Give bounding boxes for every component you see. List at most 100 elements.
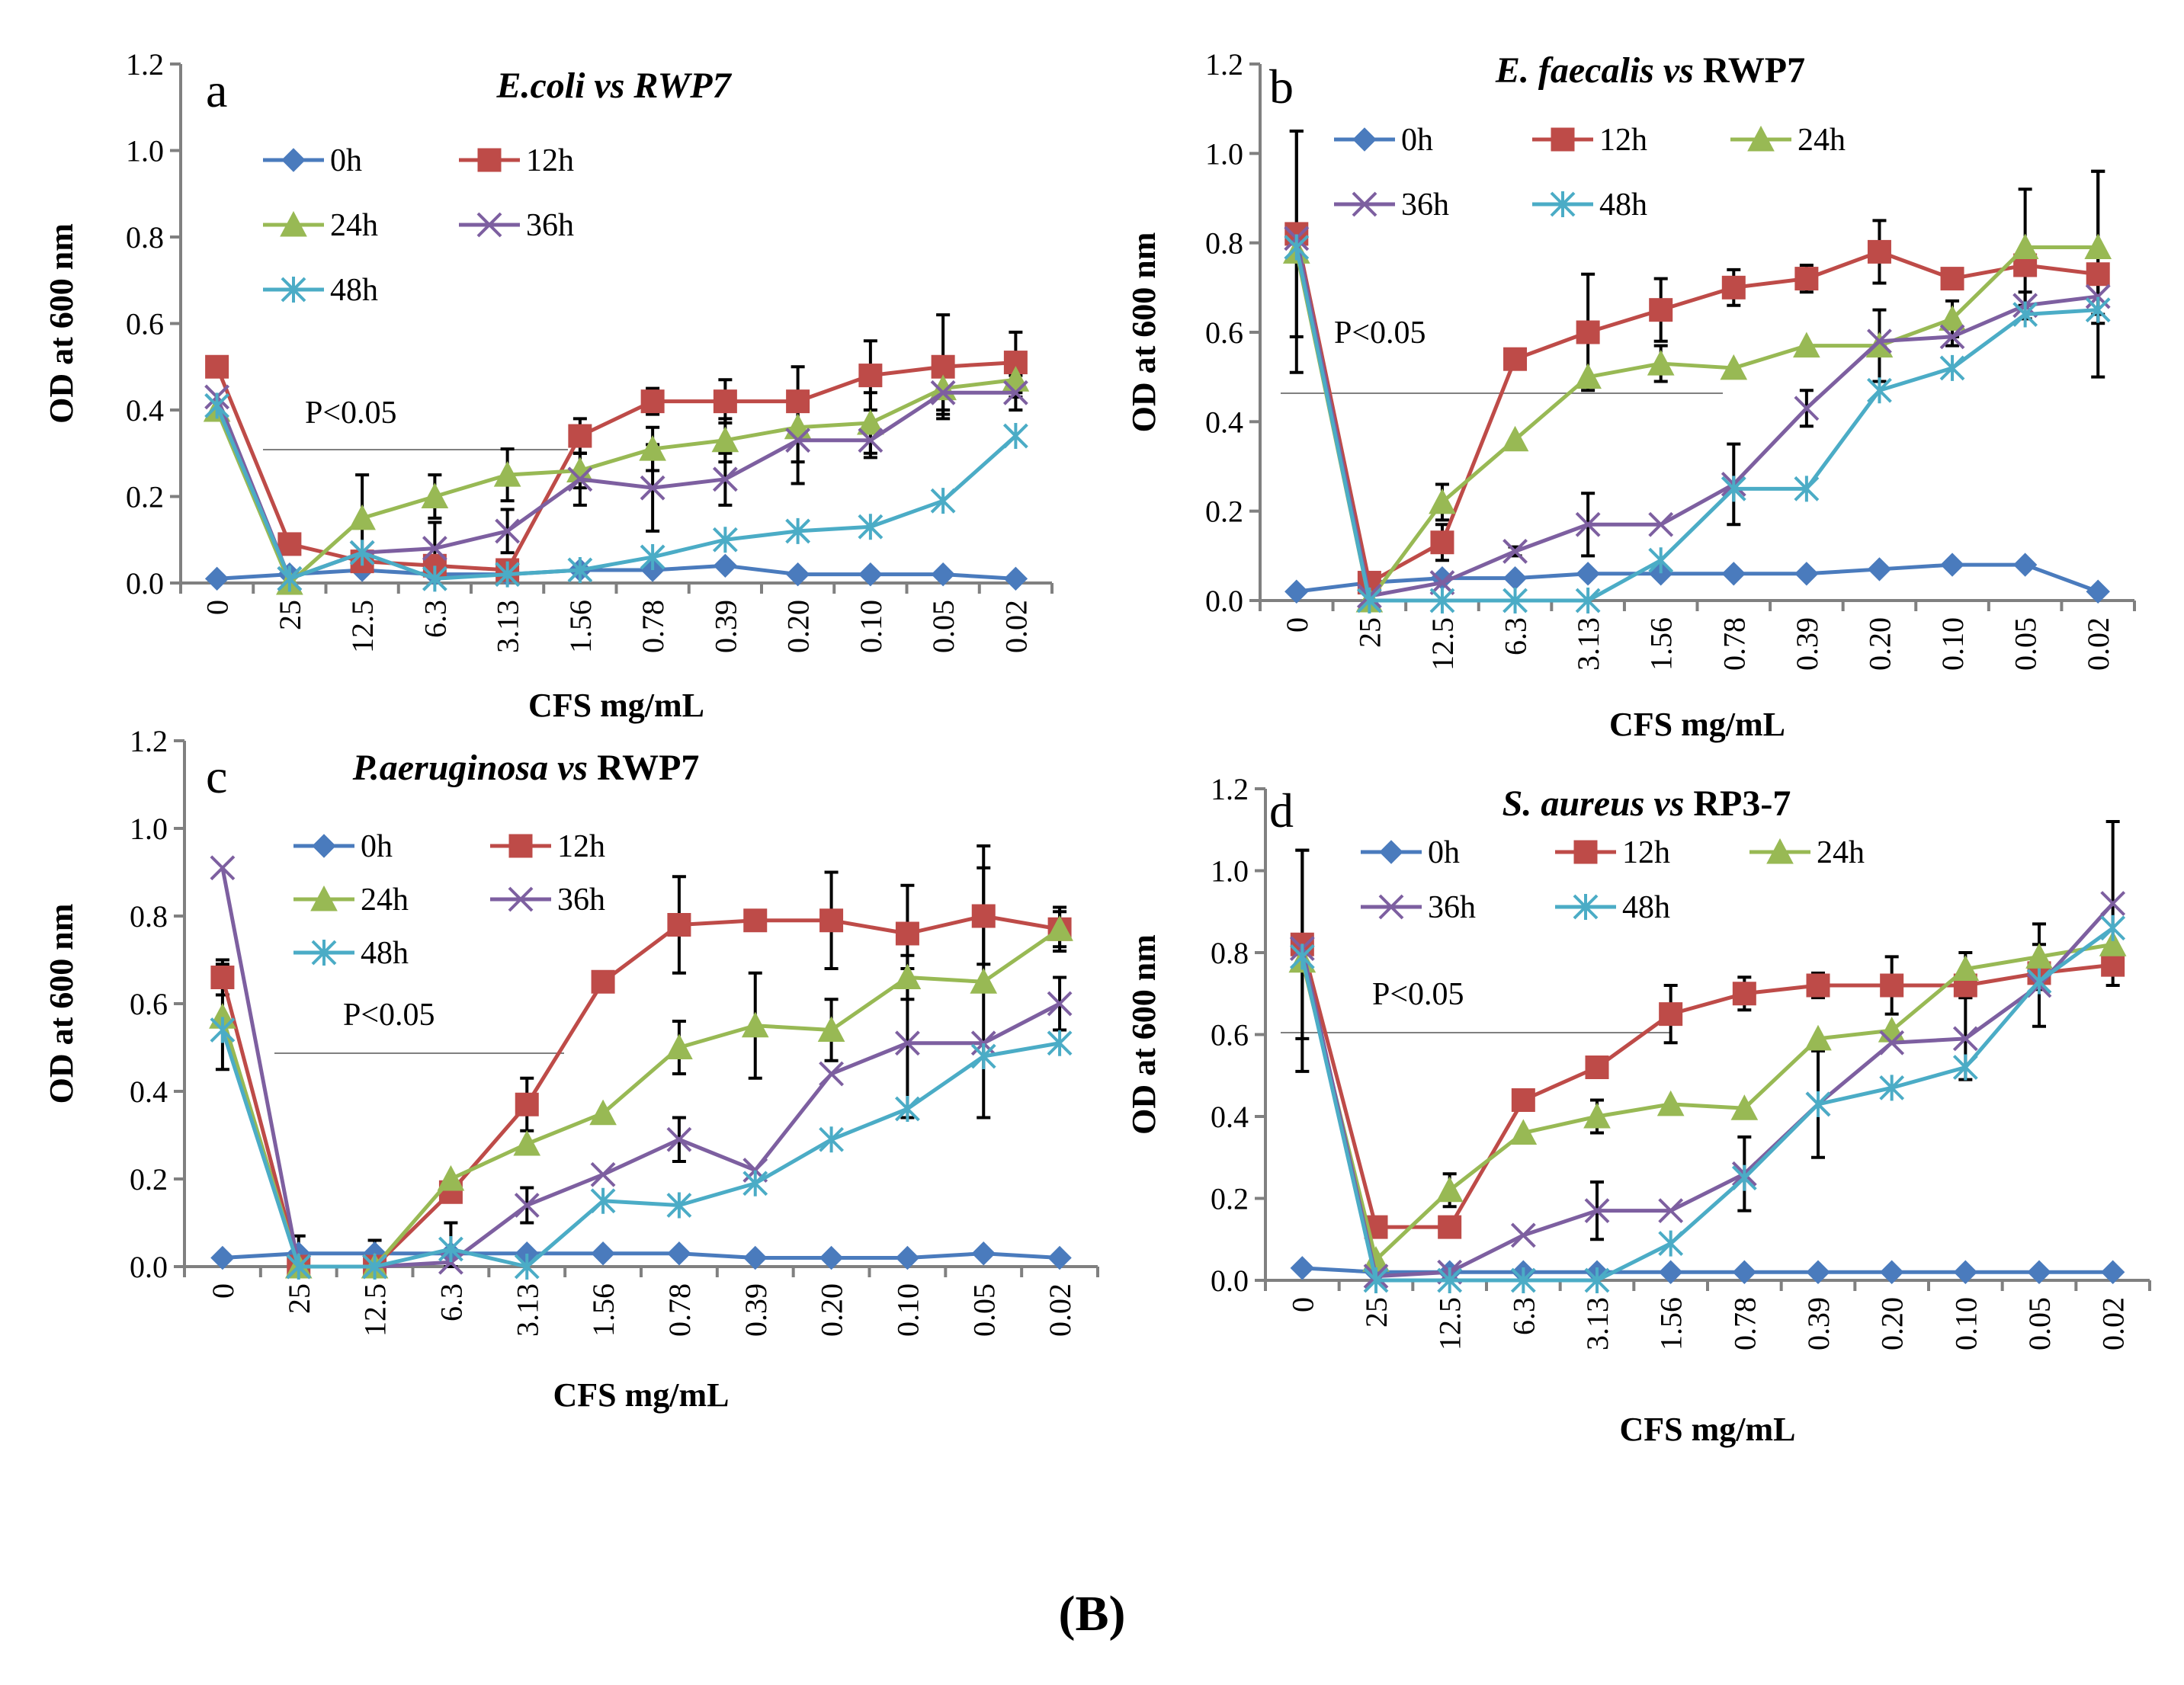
series-48h [210, 1017, 1073, 1280]
data-point-12h [931, 354, 955, 379]
panel-title-italic: E.coli vs RWP7 [495, 66, 732, 106]
x-tick-label: 0.78 [636, 600, 670, 653]
panel-title-italic: S. aureus vs [1503, 783, 1685, 824]
data-point-0h [1576, 562, 1600, 586]
data-point-0h [1940, 553, 1964, 577]
data-point-36h [1879, 1030, 1905, 1056]
data-point-48h [438, 1236, 463, 1262]
data-point-48h [970, 1043, 996, 1069]
legend-marker-0h [1379, 840, 1403, 864]
x-tick-label: 0.39 [708, 600, 742, 653]
y-tick-label: 0.8 [1205, 226, 1243, 261]
data-point-48h [785, 517, 811, 544]
panel-title: P.aeruginosa vs RWP7 [352, 748, 700, 788]
data-point-48h [362, 1254, 387, 1280]
data-point-12h [743, 908, 768, 933]
data-point-48h [1289, 943, 1315, 970]
chart-panel-c: 0.0 0.2 0.4 0.6 0.8 1.0 1.2 0 25 12.5 6.3 3.13 1.56 0… [43, 724, 1099, 1414]
data-point-0h [591, 1241, 615, 1266]
data-point-36h [1575, 511, 1601, 537]
legend-marker-12h [1551, 127, 1575, 152]
data-point-48h [930, 488, 956, 514]
panel-title: E. faecalis vs RWP7 [1495, 50, 1805, 91]
data-point-24h [1951, 955, 1980, 981]
data-point-48h [1503, 588, 1528, 613]
legend-label-48h: 48h [1622, 890, 1670, 925]
data-point-0h [1503, 565, 1528, 591]
data-point-36h [590, 1161, 616, 1187]
data-point-12h [971, 904, 996, 928]
data-point-48h [2026, 968, 2052, 995]
data-point-48h [286, 1254, 312, 1280]
legend-label-0h: 0h [361, 829, 393, 864]
x-tick-label: 0.05 [2022, 1297, 2057, 1350]
data-point-36h [1047, 991, 1073, 1017]
y-tick-label: 0.6 [1211, 1018, 1249, 1052]
legend-marker-0h [1352, 127, 1377, 152]
data-point-0h [210, 1245, 235, 1270]
legend-marker-0h [281, 148, 306, 172]
data-point-12h [819, 908, 844, 933]
data-point-0h [858, 562, 883, 587]
data-point-48h [640, 543, 665, 570]
data-point-48h [2012, 301, 2038, 328]
x-axis-label: CFS mg/mL [1620, 1411, 1796, 1448]
data-point-12h [205, 354, 229, 379]
data-point-36h [1939, 324, 1965, 350]
legend-marker-24h [1766, 838, 1794, 864]
data-point-48h [895, 1096, 920, 1122]
panel-title: S. aureus vs RP3-7 [1503, 783, 1791, 824]
y-tick-label: 0.2 [1205, 495, 1243, 529]
chart-panel-d: 0.0 0.2 0.4 0.6 0.8 1.0 1.2 0 25 12.5 6.3 3.13 1.56 0… [1125, 772, 2151, 1448]
y-tick-label: 0.4 [1211, 1100, 1249, 1134]
x-tick-label: 0.20 [1875, 1297, 1910, 1350]
legend-marker-12h [508, 834, 533, 858]
data-point-0h [2086, 579, 2110, 604]
data-point-12h [1732, 982, 1756, 1006]
data-point-36h [514, 1193, 540, 1218]
series-line-24h [1294, 245, 2099, 603]
data-point-48h [1879, 1075, 1905, 1101]
data-point-48h [666, 1192, 692, 1219]
data-point-0h [1284, 579, 1309, 604]
data-point-48h [567, 556, 593, 583]
x-tick-label: 0.10 [1948, 1297, 1983, 1350]
legend: 0h 12h 24h 36h 48h [293, 829, 605, 971]
data-point-0h [1732, 1260, 1757, 1284]
x-tick-label: 1.56 [1654, 1297, 1689, 1350]
data-point-48h [1510, 1267, 1536, 1293]
y-tick-label: 0.2 [126, 480, 164, 514]
series-24h [209, 915, 1073, 1279]
data-point-48h [514, 1254, 540, 1280]
data-point-24h [741, 1011, 769, 1038]
data-point-36h [930, 380, 956, 405]
series-48h [1284, 234, 2111, 613]
data-point-48h [1584, 1267, 1610, 1293]
data-point-0h [713, 553, 738, 578]
x-tick-label: 0.20 [781, 600, 816, 653]
data-point-24h [1509, 1119, 1538, 1145]
x-tick-label: 1.56 [586, 1283, 621, 1337]
y-tick-label: 0.0 [130, 1250, 168, 1284]
series-line-0h [1302, 1266, 2113, 1274]
data-point-24h [711, 426, 739, 453]
legend-marker-24h [1747, 125, 1775, 152]
legend-label-48h: 48h [1599, 187, 1647, 223]
legend-label-24h: 24h [1817, 835, 1865, 870]
panel-letter: b [1269, 59, 1294, 114]
data-point-36h [1867, 328, 1892, 354]
data-point-36h [1952, 1026, 1978, 1052]
data-point-12h [515, 1092, 539, 1116]
y-tick-label: 1.2 [1205, 47, 1243, 82]
data-point-0h [1879, 1260, 1904, 1284]
data-point-12h [568, 424, 592, 448]
data-point-24h [437, 1164, 465, 1191]
data-point-24h [1804, 1024, 1832, 1051]
series-12h [210, 904, 1072, 1279]
series-line-24h [220, 927, 1061, 1269]
x-tick-label: 0 [1285, 1297, 1320, 1312]
data-point-0h [1003, 566, 1028, 591]
legend-marker-0h [312, 834, 336, 858]
data-point-48h [277, 565, 303, 592]
data-point-0h [785, 562, 810, 587]
